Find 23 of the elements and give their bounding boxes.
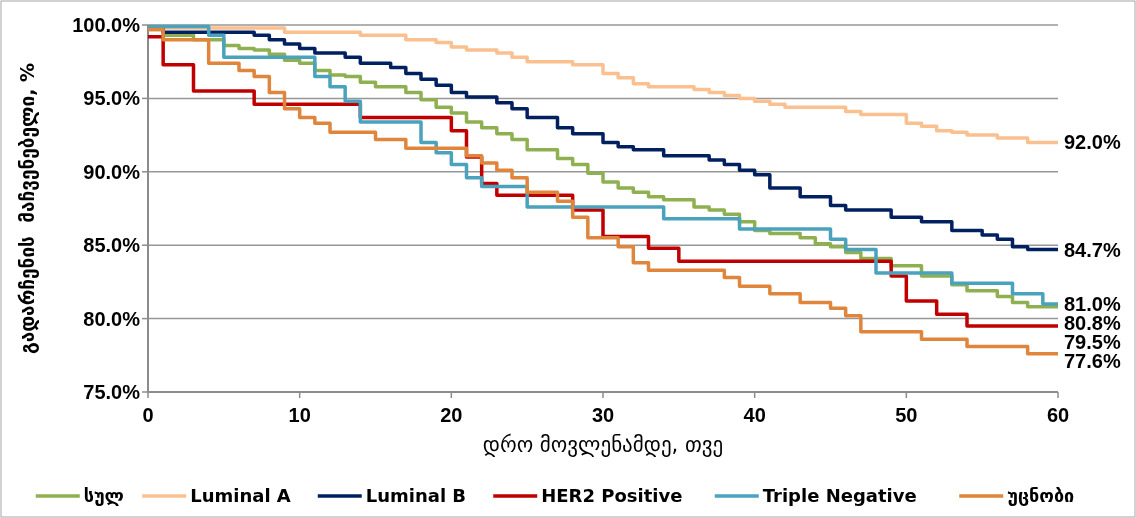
x-tick-label: 60	[1046, 404, 1070, 426]
y-tick-label: 95.0%	[83, 87, 141, 110]
data-label: 84.7%	[1064, 238, 1121, 261]
y-axis-title: გადარჩენის მაჩვენებელი, %	[16, 62, 39, 355]
y-tick-label: 75.0%	[83, 381, 141, 403]
x-tick-label: 0	[142, 404, 154, 426]
x-tick-label: 20	[440, 404, 463, 426]
x-tick-label: 40	[743, 404, 766, 426]
legend-label: სულ	[83, 485, 124, 507]
x-tick-label: 30	[591, 404, 615, 426]
legend-label: Luminal B	[365, 485, 467, 507]
data-label: 92.0%	[1064, 131, 1121, 154]
legend-label: უცნობი	[1007, 485, 1075, 507]
y-tick-label: 90.0%	[83, 160, 141, 183]
legend-label: HER2 Positive	[541, 485, 683, 507]
y-tick-label: 80.0%	[83, 307, 141, 330]
y-tick-label: 100.0%	[72, 14, 141, 36]
legend-label: Triple Negative	[762, 485, 917, 507]
x-tick-label: 50	[895, 404, 918, 426]
y-tick-label: 85.0%	[83, 234, 141, 257]
x-axis-title: დრო მოვლენამდე, თვე	[482, 433, 724, 457]
legend-label: Luminal A	[190, 485, 291, 507]
x-tick-label: 10	[288, 404, 311, 426]
